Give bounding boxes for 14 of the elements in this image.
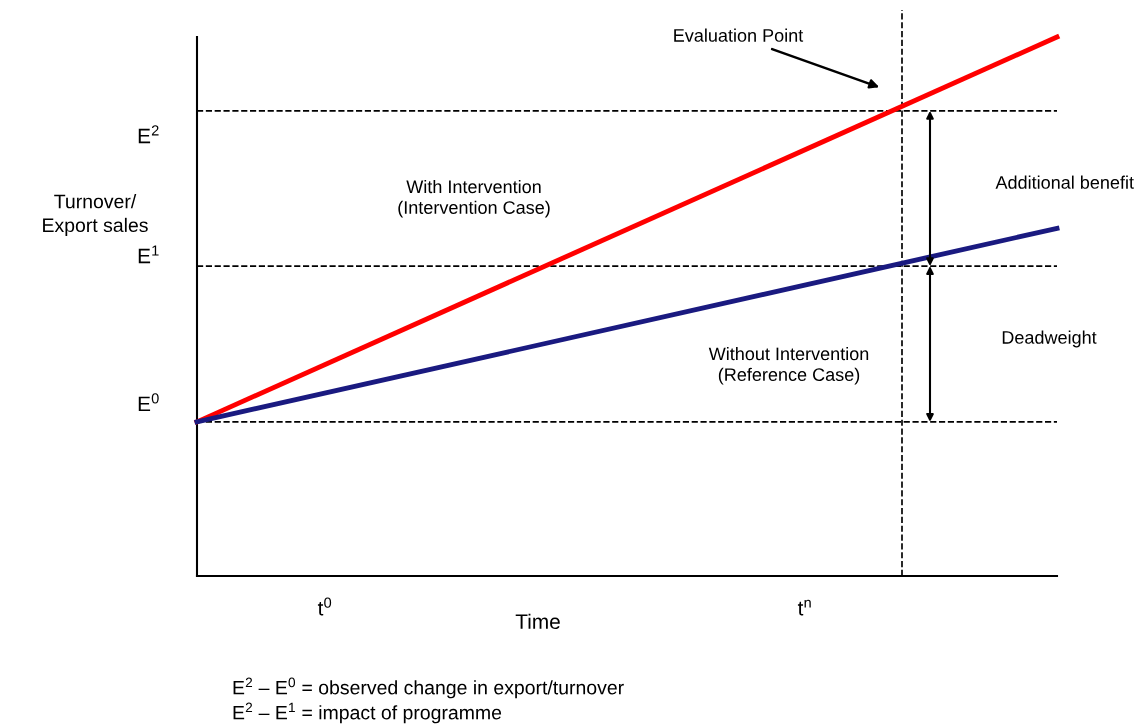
- ref-line-label: E$^{0}$: [138, 393, 159, 412]
- x-axis-title: Time: [515, 613, 560, 630]
- annotation: Additional benefit: [995, 175, 1134, 189]
- ref-line-label: E$^{2}$: [138, 125, 159, 144]
- text: t$^{n}$: [797, 599, 811, 616]
- text: E$^{2}$ – E$^{0}$ = observed change in export/turnover: [233, 677, 624, 699]
- text: Without Intervention (Reference Case): [708, 347, 869, 385]
- text: With Intervention (Intervention Case): [398, 179, 550, 218]
- text: E$^{2}$ – E$^{1}$ = impact of programme: [233, 702, 502, 724]
- ref-line-label: E$^{1}$: [138, 245, 159, 264]
- text: t$^{0}$: [317, 597, 332, 616]
- annotation: Deadweight: [1002, 330, 1097, 348]
- annotation: Evaluation Point: [674, 28, 804, 42]
- y-axis-title: Turnover/ Export sales: [43, 194, 148, 236]
